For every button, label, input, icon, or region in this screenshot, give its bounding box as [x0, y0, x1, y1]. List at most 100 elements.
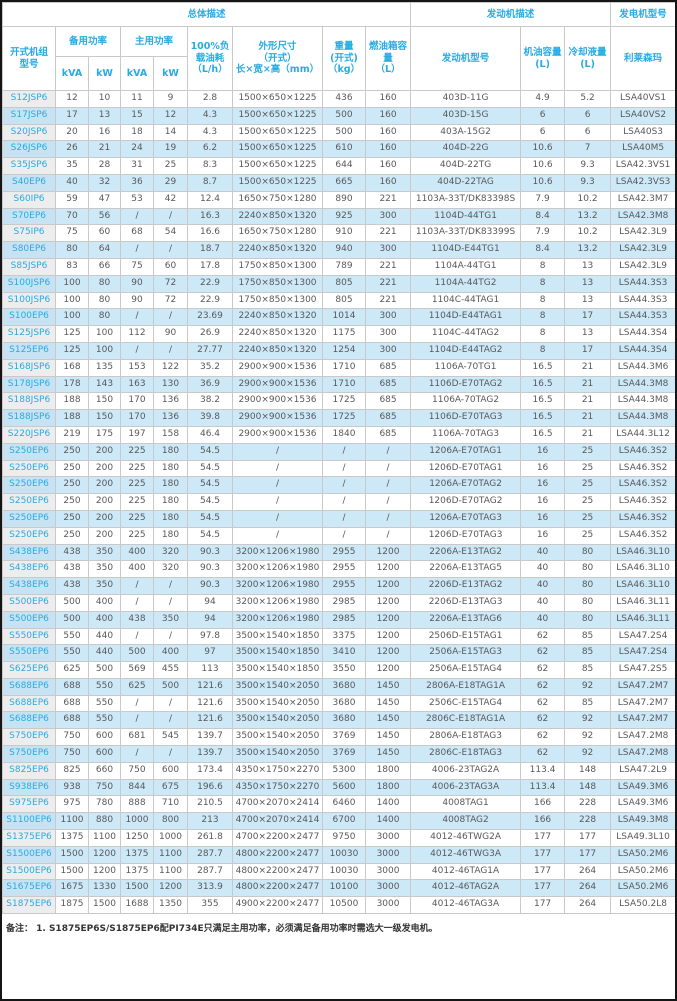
model-link[interactable]: S1500EP6	[6, 865, 52, 876]
model-link[interactable]: S125EP6	[9, 344, 49, 355]
cell: 166	[520, 812, 566, 831]
model-link[interactable]: S75IP6	[13, 227, 45, 238]
cell: 3500×1540×1850	[232, 661, 323, 679]
cell: 13.2	[564, 241, 612, 259]
model-link[interactable]: S35JSP6	[10, 160, 48, 171]
cell: 2240×850×1320	[232, 325, 323, 343]
cell: 1206D-E70TAG3	[410, 526, 522, 545]
cell: LSA50.2M6	[610, 879, 675, 898]
model-link[interactable]: S825EP6	[9, 764, 49, 775]
model-link[interactable]: S40EP6	[11, 176, 46, 187]
cell: 2955	[322, 560, 366, 579]
model-link[interactable]: S1500EP6	[6, 848, 52, 859]
model-link[interactable]: S750EP6	[9, 731, 49, 742]
header-engine-model: 发动机型号	[410, 26, 522, 91]
cell: 1400	[364, 795, 412, 814]
cell: 13	[564, 291, 612, 310]
cell: 1800	[364, 778, 412, 797]
model-link[interactable]: S250EP6	[9, 529, 49, 540]
model-cell: S100JSP6	[2, 291, 56, 310]
model-link[interactable]: S178JSP6	[7, 378, 51, 389]
cell: 1200	[364, 543, 412, 562]
model-link[interactable]: S100JSP6	[7, 277, 51, 288]
cell: 2206A-E13TAG6	[410, 610, 522, 629]
model-link[interactable]: S1375EP6	[6, 832, 52, 843]
cell: 4012-46TAG2A	[410, 879, 522, 898]
model-link[interactable]: S250EP6	[9, 445, 49, 456]
cell: 2206A-E13TAG5	[410, 560, 522, 579]
model-link[interactable]: S688EP6	[9, 697, 49, 708]
model-link[interactable]: S688EP6	[9, 714, 49, 725]
cell: 1106D-E70TAG3	[410, 409, 522, 427]
model-link[interactable]: S250EP6	[9, 496, 49, 507]
model-link[interactable]: S438EP6	[9, 580, 49, 591]
cell: 250	[55, 476, 89, 495]
cell: 148	[564, 778, 612, 797]
table-row: S12JSP6 12 10 11 9 2.8 1500×650×1225 436 160 403D…	[2, 90, 675, 108]
cell: 113.4	[520, 778, 566, 797]
cell: /	[322, 509, 366, 528]
cell: 940	[322, 241, 366, 259]
model-link[interactable]: S550EP6	[9, 630, 49, 641]
cell: 160	[364, 106, 412, 125]
model-link[interactable]: S220JSP6	[7, 428, 51, 439]
model-link[interactable]: S438EP6	[9, 563, 49, 574]
cell: /	[153, 627, 188, 646]
cell: LSA44.3S3	[610, 308, 675, 327]
model-link[interactable]: S500EP6	[9, 596, 49, 607]
model-link[interactable]: S100EP6	[9, 311, 49, 322]
cell: 136	[153, 409, 188, 427]
cell: 1650×750×1280	[232, 190, 323, 209]
model-link[interactable]: S975EP6	[9, 798, 49, 809]
model-link[interactable]: S188JSP6	[7, 412, 51, 423]
model-link[interactable]: S750EP6	[9, 748, 49, 759]
cell: 94	[187, 610, 233, 629]
model-link[interactable]: S100JSP6	[7, 294, 51, 305]
table-row: S250EP6 250 200 225 180 54.5///1206D-E70TAG2 1…	[2, 493, 675, 511]
model-link[interactable]: S80EP6	[11, 244, 46, 255]
table-row: S250EP6 250 200 225 180 54.5///1206D-E70TAG3 1…	[2, 526, 675, 545]
model-link[interactable]: S250EP6	[9, 462, 49, 473]
cell: 90.3	[187, 577, 233, 595]
header-prime-kva: kVA	[120, 56, 154, 91]
model-cell: S220JSP6	[2, 425, 56, 444]
cell: 685	[364, 375, 412, 394]
cell: 1104A-44TG2	[410, 274, 522, 293]
model-link[interactable]: S60IP6	[13, 193, 45, 204]
cell: 60	[88, 224, 121, 243]
model-link[interactable]: S438EP6	[9, 546, 49, 557]
model-link[interactable]: S20JSP6	[10, 126, 48, 137]
model-link[interactable]: S500EP6	[9, 613, 49, 624]
model-link[interactable]: S938EP6	[9, 781, 49, 792]
model-link[interactable]: S17JSP6	[10, 109, 48, 120]
model-link[interactable]: S188JSP6	[7, 395, 51, 406]
cell: 3000	[364, 896, 412, 915]
cell: 1104D-E44TAG1	[410, 308, 522, 327]
model-link[interactable]: S250EP6	[9, 479, 49, 490]
cell: 2.8	[187, 90, 233, 108]
table-row: S975EP6 975 780 888 710 210.5 4700×2070×2414 64…	[2, 795, 675, 814]
table-row: S70EP6 70 56//16.3 2240×850×1320 925 300 1104D…	[2, 207, 675, 226]
cell: 1875	[55, 896, 89, 915]
cell: 4900×2200×2477	[232, 896, 323, 915]
cell: 1206A-E70TAG3	[410, 509, 522, 528]
cell: 545	[153, 728, 188, 747]
cell: LSA47.2M8	[610, 728, 675, 747]
cell: 625	[55, 661, 89, 679]
model-link[interactable]: S1100EP6	[6, 815, 52, 826]
model-link[interactable]: S688EP6	[9, 680, 49, 691]
model-link[interactable]: S625EP6	[9, 664, 49, 675]
model-link[interactable]: S168JSP6	[7, 361, 51, 372]
model-link[interactable]: S1675EP6	[6, 882, 52, 893]
model-link[interactable]: S250EP6	[9, 512, 49, 523]
model-link[interactable]: S26JSP6	[10, 143, 48, 154]
model-link[interactable]: S85JSP6	[10, 260, 48, 271]
model-cell: S125JSP6	[2, 325, 56, 343]
table-row: S250EP6 250 200 225 180 54.5///1206A-E70TAG3 1…	[2, 509, 675, 528]
model-link[interactable]: S550EP6	[9, 647, 49, 658]
model-link[interactable]: S12JSP6	[10, 93, 48, 103]
model-link[interactable]: S70EP6	[11, 210, 46, 221]
model-link[interactable]: S1875EP6	[6, 899, 52, 910]
model-link[interactable]: S125JSP6	[7, 328, 51, 339]
table-row: S688EP6 688 550//121.6 3500×1540×2050 3680 14…	[2, 694, 675, 713]
